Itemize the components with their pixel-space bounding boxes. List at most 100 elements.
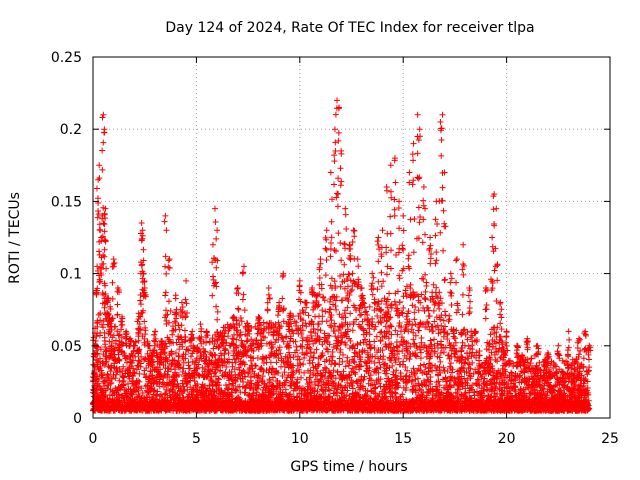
data-point [277,350,284,357]
data-point [273,359,280,366]
data-point [431,318,438,325]
data-point [434,340,441,347]
data-point [572,358,579,365]
data-point [421,295,428,302]
data-point [383,330,390,337]
data-point [286,351,293,358]
data-point [237,375,244,382]
data-point [372,384,379,391]
data-point [375,319,382,326]
data-point [395,355,402,362]
data-point [275,319,282,326]
data-point [429,345,436,352]
data-point [434,353,441,360]
data-point [101,304,108,311]
data-point [422,288,429,295]
data-point [462,360,469,367]
data-point [325,332,332,339]
data-point [252,362,259,369]
data-point [399,310,406,317]
data-point [464,350,471,357]
data-point [469,342,476,349]
data-point [269,374,276,381]
data-point [338,297,345,304]
data-point [384,296,391,303]
data-point [346,271,353,278]
data-point [422,271,429,278]
data-point [488,349,495,356]
data-point [279,335,286,342]
data-point [470,370,477,377]
data-point [411,316,418,323]
data-point [120,363,127,370]
data-point [345,335,352,342]
data-point [425,368,432,375]
data-point [116,377,123,384]
data-point [244,337,251,344]
data-point [432,393,439,400]
data-point [433,284,440,291]
data-point [338,390,345,397]
data-point [375,393,382,400]
data-point [403,283,410,290]
data-point [499,365,506,372]
data-point [347,310,354,317]
data-point [233,327,240,334]
data-point [377,347,384,354]
data-point [273,347,280,354]
data-point [433,379,440,386]
data-point [440,333,447,340]
data-point [187,343,194,350]
data-point [353,350,360,357]
data-point [300,361,307,368]
data-point [434,364,441,371]
data-point [281,369,288,376]
data-point [234,376,241,383]
data-point [407,343,414,350]
data-point [472,366,479,373]
data-point [373,333,380,340]
data-point [258,342,265,349]
data-point [465,343,472,350]
data-point [474,376,481,383]
data-point [497,354,504,361]
data-point [327,314,334,321]
data-point [225,350,232,357]
data-point [558,368,565,375]
data-point [169,331,176,338]
data-point [580,355,587,362]
data-point [138,353,145,360]
data-point [105,373,112,380]
data-point [344,290,351,297]
data-point [310,300,317,307]
data-point [265,329,272,336]
data-point [135,310,142,317]
data-points [90,97,594,414]
data-point [217,367,224,374]
data-point [343,391,350,398]
data-point [319,386,326,393]
data-point [282,386,289,393]
data-point [422,295,429,302]
data-point [536,359,543,366]
data-point [314,303,321,310]
data-point [309,359,316,366]
data-point [347,338,354,345]
data-point [393,343,400,350]
data-point [142,355,149,362]
data-point [398,334,405,341]
data-point [337,272,344,279]
data-point [279,373,286,380]
data-point [412,304,419,311]
data-point [107,368,114,375]
data-point [210,345,217,352]
data-point [412,332,419,339]
data-point [293,343,300,350]
data-point [403,293,410,300]
data-point [135,337,142,344]
data-point [298,330,305,337]
data-point [358,373,365,380]
data-point [232,371,239,378]
data-point [242,331,249,338]
data-point [404,319,411,326]
